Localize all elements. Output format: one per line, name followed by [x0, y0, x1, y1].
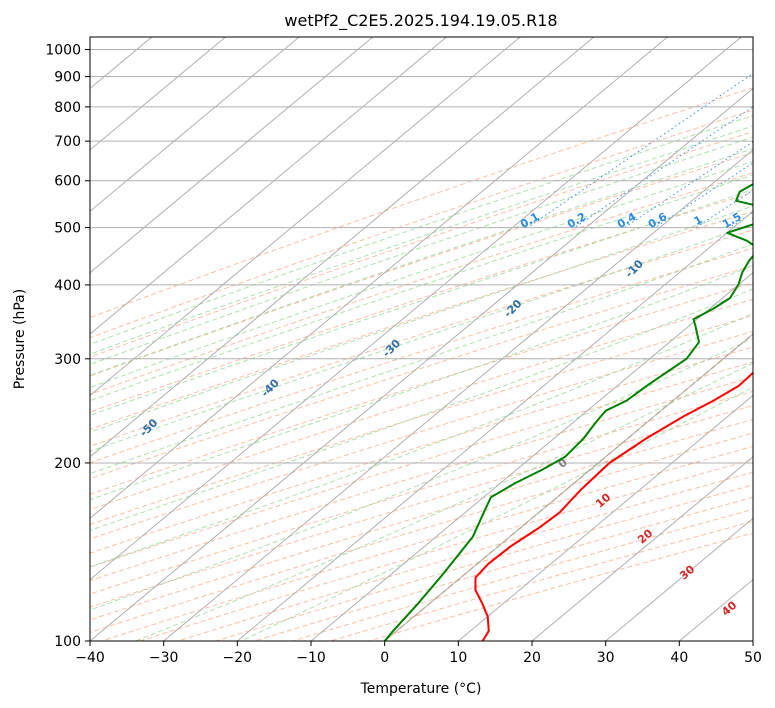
isotherm: [90, 37, 447, 335]
chart-title: wetPf2_C2E5.2025.194.19.05.R18: [284, 11, 557, 31]
x-tick-label: −40: [75, 650, 105, 666]
series-lines: [383, 183, 753, 641]
isotherm: [752, 640, 753, 641]
dry-adiabat: [90, 229, 753, 447]
moist-adiabat: [90, 125, 753, 355]
line-labels: -100-90-80-70-60-50-40-30-20-100.10.20.4…: [16, 210, 763, 619]
dry-adiabat: [90, 315, 753, 525]
y-tick-label: 400: [54, 278, 81, 294]
y-tick-label: 500: [54, 221, 81, 237]
dry-adiabat: [90, 247, 753, 464]
x-tick-label: 10: [449, 650, 467, 666]
mixing-ratio-line: [655, 162, 753, 229]
dewpoint-line: [383, 183, 753, 641]
moist-adiabat: [90, 136, 753, 365]
y-axis-title: Pressure (hPa): [12, 289, 28, 389]
moist-adiabat-label: -10: [623, 257, 646, 280]
moist-adiabat-label: -60: [16, 456, 39, 479]
dry-adiabat: [90, 109, 753, 339]
isotherm: [90, 37, 668, 519]
x-tick-label: 50: [744, 650, 762, 666]
mixing-ratio-line: [624, 141, 753, 229]
moist-adiabat-label: -30: [380, 336, 403, 359]
dry-adiabat: [292, 508, 753, 641]
isotherm: [310, 272, 753, 641]
isotherm: [90, 87, 753, 641]
isotherm: [0, 37, 4, 641]
moist-adiabat: [240, 386, 753, 641]
moist-adiabat: [90, 148, 753, 377]
x-tick-label: −20: [223, 650, 253, 666]
background-lines: [90, 37, 775, 641]
isotherm: [458, 394, 753, 641]
isotherm: [90, 37, 742, 581]
temperature-line: [474, 371, 753, 641]
x-tick-label: 0: [380, 650, 389, 666]
isotherm: [90, 37, 226, 151]
y-tick-label: 800: [54, 100, 81, 116]
dry-adiabat: [90, 87, 753, 319]
axis-ticks: −40 −30 −20 −10 0 10 20 30 40 50 100 200 300 400 500 60…: [45, 43, 762, 666]
x-axis-title: Temperature (°C): [360, 681, 482, 697]
isotherm-label: 40: [719, 598, 739, 618]
isotherm: [90, 37, 374, 274]
moist-adiabat: [90, 174, 753, 402]
mixing-ratio-label: 1: [692, 213, 705, 228]
x-tick-label: −30: [149, 650, 179, 666]
moist-adiabat: [90, 243, 753, 475]
mixing-ratio-line: [527, 72, 753, 229]
dry-adiabat: [90, 191, 753, 413]
moist-adiabat-label: -40: [259, 376, 282, 399]
dry-adiabat: [90, 298, 753, 511]
dry-adiabat: [90, 265, 753, 480]
isotherm: [605, 517, 753, 641]
moist-adiabat: [90, 189, 753, 416]
isotherm: [163, 149, 753, 641]
freezing-isotherm: [384, 333, 753, 641]
y-tick-label: 100: [54, 634, 81, 650]
isotherm-label: 20: [635, 526, 655, 546]
mixing-ratio-line: [574, 106, 753, 229]
isotherm: [531, 456, 753, 641]
mixing-ratio-line: [754, 37, 775, 228]
y-tick-label: 700: [54, 134, 81, 150]
isotherm: [237, 210, 753, 641]
moist-adiabat-label: -20: [501, 297, 524, 320]
dry-adiabat: [90, 210, 753, 430]
dry-adiabat: [139, 458, 753, 641]
y-tick-label: 600: [54, 174, 81, 190]
moist-adiabat: [90, 160, 753, 389]
mixing-ratio-line: [695, 189, 753, 229]
x-tick-label: −10: [296, 650, 326, 666]
y-tick-label: 1000: [45, 43, 81, 59]
isotherm-label: 10: [593, 490, 613, 510]
x-tick-label: 40: [670, 650, 688, 666]
isotherm: [90, 37, 595, 458]
moist-adiabat-label: -50: [137, 416, 160, 439]
dry-adiabat: [330, 520, 753, 641]
grid-lines: [0, 37, 753, 641]
mixing-ratio-label: 2: [750, 213, 763, 228]
y-tick-label: 900: [54, 70, 81, 86]
isotherm: [90, 37, 300, 212]
isotherm: [90, 37, 521, 397]
y-tick-label: 200: [54, 456, 81, 472]
y-tick-label: 300: [54, 352, 81, 368]
moist-adiabat: [90, 337, 753, 611]
x-tick-label: 20: [523, 650, 541, 666]
plot-frame: [89, 36, 754, 642]
x-tick-label: 30: [597, 650, 615, 666]
